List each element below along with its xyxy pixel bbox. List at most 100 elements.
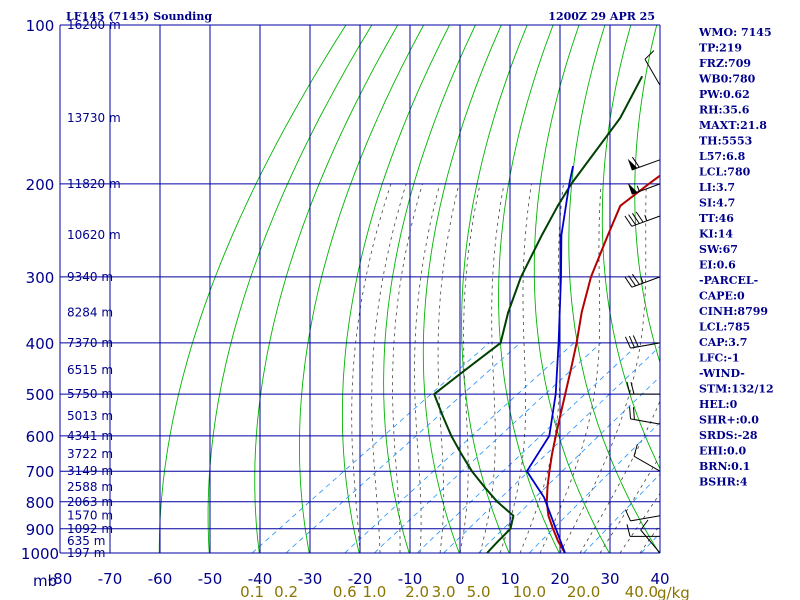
index-entry: TH:5553 — [699, 135, 752, 148]
dry-adiabat — [383, 25, 476, 553]
temperature-tick-label: 30 — [600, 570, 619, 588]
dry-adiabat — [784, 25, 800, 553]
axis-labels: 0.1 0.2 0.6 1.0 2.0 3.0 5.0 10.0 20.0 40.01002003… — [21, 17, 670, 600]
height-label: 8284 m — [67, 305, 113, 319]
mixing-ratio-tick-label: 20.0 — [567, 583, 600, 600]
wind-barb — [626, 381, 660, 395]
temperature-tick-label: 40 — [650, 570, 669, 588]
index-entry: EI:0.6 — [699, 259, 736, 272]
moist-adiabat — [437, 183, 460, 553]
mixing-ratio-tick-label: 0.1 — [240, 583, 264, 600]
temperature-tick-label: -40 — [248, 570, 273, 588]
wind-barb — [624, 509, 661, 522]
temperature-tick-label: -60 — [148, 570, 173, 588]
sounding-time: 1200Z 29 APR 25 — [548, 10, 655, 23]
pressure-tick-label: 400 — [26, 335, 55, 353]
pressure-tick-label: 300 — [26, 269, 55, 287]
dry-adiabat — [461, 25, 528, 553]
temperature-tick-label: 10 — [500, 570, 519, 588]
wind-barb — [626, 524, 660, 537]
dry-adiabat — [568, 25, 660, 553]
height-label: 13730 m — [67, 111, 121, 125]
index-entry: WMO: 7145 — [698, 26, 772, 39]
height-label: 197 m — [67, 546, 105, 560]
height-label: 3149 m — [67, 464, 113, 478]
moist-adiabat — [351, 183, 392, 553]
index-entry: RH:35.6 — [699, 104, 750, 117]
wind-barb — [624, 335, 661, 349]
temperature-tick-label: -70 — [98, 570, 123, 588]
height-label: 11820 m — [67, 177, 121, 191]
mixing-ratio-tick-label: 5.0 — [467, 583, 491, 600]
moist-adiabat — [459, 183, 481, 553]
mixing-ratio-tick-label: 3.0 — [432, 583, 456, 600]
index-entry: LI:3.7 — [699, 181, 735, 194]
height-label: 5750 m — [67, 387, 113, 401]
index-entry: TP:219 — [699, 42, 742, 55]
moist-adiabat — [579, 400, 660, 553]
index-entry: SI:4.7 — [699, 197, 735, 210]
dry-adiabat — [533, 25, 610, 553]
index-entry: BRN:0.1 — [699, 460, 750, 473]
index-entry: LCL:780 — [699, 166, 751, 179]
pressure-tick-label: 700 — [26, 463, 55, 481]
wind-barb — [629, 406, 661, 425]
pressure-tick-label: 900 — [26, 521, 55, 539]
pressure-tick-label: 800 — [26, 494, 55, 512]
pressure-unit-label: mb — [33, 572, 57, 590]
moist-adiabat — [539, 183, 602, 553]
height-label: 1092 m — [67, 522, 113, 536]
index-entry: LCL:785 — [699, 321, 750, 334]
temperature-tick-label: -80 — [48, 570, 73, 588]
index-entry: L57:6.8 — [699, 150, 746, 163]
height-label: 635 m — [67, 534, 105, 548]
dry-adiabat — [601, 25, 660, 470]
pressure-tick-label: 500 — [26, 386, 55, 404]
wind-barb — [627, 156, 661, 171]
wind-barb — [644, 50, 661, 86]
index-entry: EHI:0.0 — [699, 445, 746, 458]
wind-barb — [624, 211, 661, 227]
temperature-tick-label: -20 — [348, 570, 373, 588]
dry-adiabat — [634, 25, 660, 364]
wind-barbs — [624, 50, 661, 554]
height-label: 6515 m — [67, 363, 113, 377]
height-label: 10620 m — [67, 228, 121, 242]
dry-adiabat — [341, 25, 450, 553]
parcel-profile — [526, 165, 574, 553]
index-entry: SRDS:-28 — [699, 429, 758, 442]
moist-adiabat — [499, 183, 532, 553]
index-entry: -WIND- — [699, 367, 745, 380]
wind-barb — [627, 182, 661, 195]
index-entry: PW:0.62 — [699, 88, 750, 101]
dry-adiabat — [422, 25, 502, 553]
stability-indices-panel: WMO: 7145 TP:219 FRZ:709 WB0:780 PW:0.62 RH:3… — [698, 26, 774, 489]
mixing-ratio-line — [251, 342, 490, 553]
mixing-ratio-tick-label: 2.0 — [405, 583, 429, 600]
height-label: 7370 m — [67, 336, 113, 350]
mixing-ratio-unit-label: g/kg — [657, 584, 690, 600]
mixing-ratio-line — [374, 342, 602, 553]
index-entry: MAXT:21.8 — [699, 119, 767, 132]
height-label: 2063 m — [67, 495, 113, 509]
moist-adiabat — [559, 183, 647, 553]
height-label: 4341 m — [67, 429, 113, 443]
dry-adiabat — [498, 25, 560, 553]
moist-adiabat — [479, 183, 505, 553]
temperature-tick-label: -10 — [398, 570, 423, 588]
index-entry: CAPE:0 — [699, 290, 745, 303]
index-entry: BSHR:4 — [699, 476, 748, 489]
index-entry: SHR+:0.0 — [699, 414, 759, 427]
index-entry: -PARCEL- — [699, 274, 758, 287]
index-entry: WB0:780 — [698, 73, 756, 86]
height-label: 2588 m — [67, 480, 113, 494]
height-label: 5013 m — [67, 409, 113, 423]
index-entry: CAP:3.7 — [699, 336, 747, 349]
height-label: 9340 m — [67, 270, 113, 284]
temperature-tick-label: 20 — [550, 570, 569, 588]
height-label: 3722 m — [67, 447, 113, 461]
height-label: 1570 m — [67, 509, 113, 523]
pressure-tick-label: 1000 — [21, 545, 59, 563]
moist-adiabat — [392, 183, 423, 553]
